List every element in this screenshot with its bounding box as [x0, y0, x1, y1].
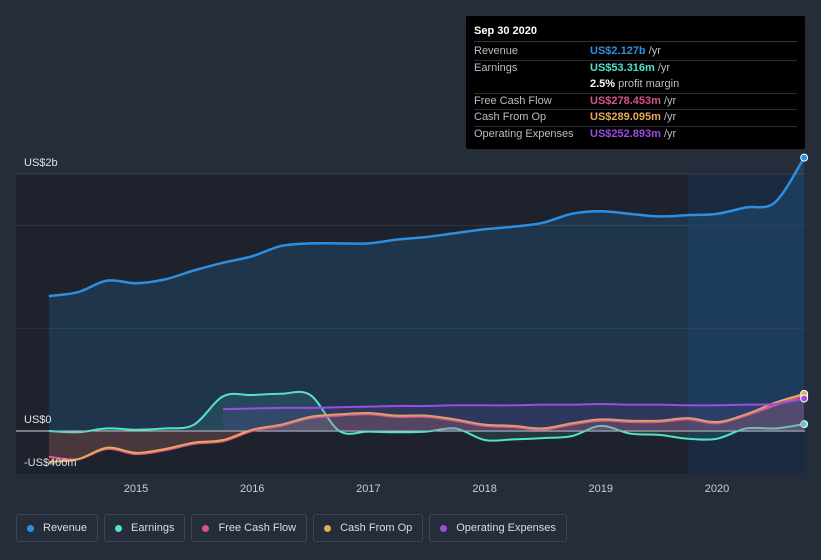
tooltip-label: Free Cash Flow [474, 94, 552, 107]
legend-item-operating-expenses[interactable]: Operating Expenses [429, 514, 567, 542]
tooltip-row-cash-from-op: Cash From Op US$289.095m /yr [474, 110, 797, 127]
legend-label: Cash From Op [340, 522, 413, 534]
tooltip-label: Earnings [474, 61, 518, 74]
tooltip-unit: /yr [663, 94, 677, 107]
legend-label: Operating Expenses [456, 522, 556, 534]
data-tooltip: Sep 30 2020 Revenue US$2.127b /yr Earnin… [466, 16, 805, 149]
free-cash-flow-line [48, 394, 805, 461]
legend-dot-icon [27, 524, 34, 532]
operating-expenses-end-point [800, 394, 809, 403]
tooltip-row-earnings: Earnings US$53.316m /yr [474, 61, 797, 78]
profit-margin-text: profit margin [618, 78, 680, 90]
legend-label: Free Cash Flow [218, 522, 297, 534]
legend-label: Revenue [43, 522, 88, 534]
tooltip-label: Operating Expenses [474, 127, 574, 140]
x-tick-label: 2019 [589, 483, 613, 495]
legend-dot-icon [440, 524, 448, 532]
legend-label: Earnings [131, 522, 175, 534]
cash-from-op-area [48, 393, 805, 462]
free-cash-flow-area [48, 395, 805, 460]
cash-from-op-line [48, 392, 805, 463]
x-tick-label: 2018 [472, 483, 496, 495]
forecast-region [687, 174, 805, 474]
tooltip-label: Cash From Op [474, 111, 547, 123]
tooltip-value: US$289.095m [590, 111, 661, 123]
tooltip-value: US$53.316m [590, 61, 655, 74]
tooltip-label: Revenue [474, 45, 519, 57]
revenue-area [48, 157, 805, 432]
legend-item-cash-from-op[interactable]: Cash From Op [313, 514, 424, 542]
tooltip-date: Sep 30 2020 [474, 24, 797, 42]
operating-expenses-line [223, 397, 805, 411]
earnings-end-point [800, 420, 809, 429]
tooltip-row-operating-expenses: Operating Expenses US$252.893m /yr [474, 127, 797, 144]
x-axis: 2015 2016 2017 2018 2019 2020 [124, 483, 729, 495]
legend-item-earnings[interactable]: Earnings [104, 514, 186, 542]
revenue-end-point [800, 153, 809, 162]
chart-canvas: 2015 2016 2017 2018 2019 2020 US$2b US$0 -US$… [16, 153, 809, 495]
plot-background [16, 174, 805, 474]
tooltip-unit: /yr [663, 127, 677, 140]
x-tick-label: 2020 [705, 483, 729, 495]
chart-legend: Revenue Earnings Free Cash Flow Cash Fro… [16, 514, 567, 542]
legend-dot-icon [202, 524, 210, 532]
tooltip-row-free-cash-flow: Free Cash Flow US$278.453m /yr [474, 94, 797, 110]
tooltip-unit: /yr [663, 111, 677, 123]
earnings-area [48, 391, 805, 441]
legend-item-revenue[interactable]: Revenue [16, 514, 99, 542]
x-tick-label: 2016 [240, 483, 264, 495]
gridlines [16, 173, 805, 432]
revenue-line [48, 156, 806, 298]
earnings-line [48, 390, 805, 442]
legend-dot-icon [115, 524, 123, 532]
x-tick-label: 2015 [124, 483, 148, 495]
y-axis-zero-label: US$0 [24, 414, 52, 426]
tooltip-value: US$2.127b [590, 45, 646, 57]
x-tick-label: 2017 [356, 483, 380, 495]
tooltip-row-margin: 2.5% profit margin [474, 77, 797, 94]
tooltip-value: US$252.893m [590, 127, 661, 140]
tooltip-unit: /yr [648, 45, 661, 57]
tooltip-unit: /yr [657, 61, 671, 74]
profit-margin-value: 2.5% [590, 78, 616, 90]
tooltip-value: US$278.453m [590, 94, 661, 107]
series-layer [48, 153, 809, 463]
y-axis-top-label: US$2b [24, 157, 58, 169]
legend-item-free-cash-flow[interactable]: Free Cash Flow [191, 514, 308, 542]
y-axis-bottom-label: -US$400m [24, 457, 77, 469]
tooltip-spacer [474, 77, 590, 93]
legend-dot-icon [324, 524, 332, 532]
tooltip-row-revenue: Revenue US$2.127b /yr [474, 44, 797, 61]
